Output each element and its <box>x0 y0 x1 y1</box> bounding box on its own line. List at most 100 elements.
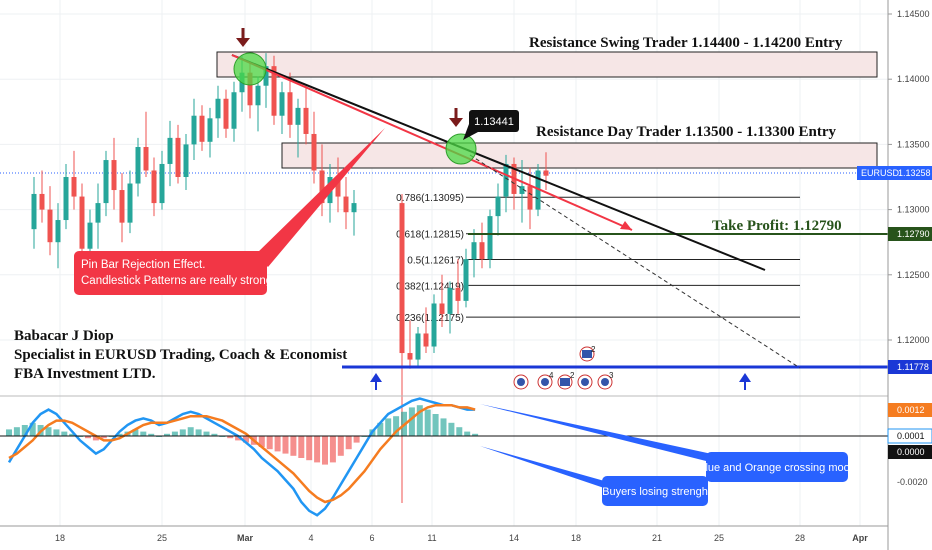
candle-body <box>167 137 173 164</box>
up-arrow-icon <box>370 373 382 390</box>
macd-histogram-bar <box>92 436 99 441</box>
macd-histogram-bar <box>187 427 194 436</box>
current-price-label: 1.13258 <box>898 168 931 178</box>
macd-histogram-bar <box>298 436 305 458</box>
support-tag <box>888 360 932 374</box>
event-badge-count: 2 <box>591 345 596 354</box>
candle-body <box>231 92 237 129</box>
candle-body <box>223 98 229 129</box>
x-tick-label: 14 <box>509 533 519 543</box>
candles <box>31 53 549 503</box>
macd-histogram-bar <box>416 405 423 436</box>
candle-body <box>311 133 317 171</box>
y-tick-label: 1.13500 <box>897 139 930 149</box>
macd-histogram-bar <box>329 436 336 463</box>
grid <box>0 0 888 526</box>
event-icon-core <box>581 378 589 386</box>
macd-histogram-bar <box>393 416 400 436</box>
macd-histogram-bar <box>211 433 218 436</box>
symbol-price-tag <box>857 166 932 180</box>
candle-body <box>255 85 261 106</box>
macd-histogram-bar <box>85 436 91 439</box>
candle-body <box>463 259 469 301</box>
candle-body <box>431 303 437 347</box>
trendline-red <box>231 54 633 231</box>
candle-body <box>127 183 133 223</box>
blue-orange-callout-text: Blue and Orange crossing mood <box>698 462 856 474</box>
candle-body <box>479 242 485 260</box>
candle-body <box>263 66 269 86</box>
fib-label: 0.618(1.12815) <box>396 230 464 241</box>
candle-body <box>159 163 165 204</box>
take-profit-tag-label: 1.12790 <box>897 229 930 239</box>
macd-histogram-bar <box>408 407 415 436</box>
candle-body <box>455 287 461 301</box>
macd-value-label: 0.0012 <box>897 405 925 415</box>
candle-body <box>207 118 213 142</box>
candle-body <box>175 137 181 177</box>
y-tick-label: 1.12500 <box>897 270 930 280</box>
macd-histogram-bar <box>258 436 265 447</box>
macd-histogram-bar <box>116 433 123 436</box>
y-tick-label: 1.12000 <box>897 335 930 345</box>
candle-body <box>87 222 93 249</box>
author-company: FBA Investment LTD. <box>14 366 156 382</box>
candle-body <box>527 186 533 210</box>
macd-histogram-bar <box>29 422 36 436</box>
candle-body <box>535 170 541 210</box>
day-rejection-marker <box>445 133 477 165</box>
macd-histogram-bar <box>440 418 447 436</box>
fib-label: 0.5(1.12617) <box>407 256 464 267</box>
author-name: Babacar J Diop <box>14 328 114 344</box>
candle-body <box>31 193 37 230</box>
macd-panel <box>6 397 479 517</box>
macd-histogram-bar <box>377 422 384 436</box>
candle-body <box>135 147 141 184</box>
macd-histogram-bar <box>53 429 60 436</box>
candle-body <box>279 92 285 116</box>
macd-histogram-bar <box>345 436 352 450</box>
candle-body <box>287 92 293 125</box>
x-tick-label: 25 <box>714 533 724 543</box>
buyers-callout-text: Buyers losing strengh <box>602 486 708 498</box>
macd-line <box>7 397 476 517</box>
price-callout-label: 1.13441 <box>474 116 514 128</box>
macd-histogram-bar <box>195 429 202 436</box>
macd-histogram-bar <box>456 427 463 436</box>
macd-histogram-bar <box>243 436 249 443</box>
candle-body <box>151 170 157 204</box>
macd-histogram-bar <box>322 436 328 465</box>
event-badge-count: 3 <box>609 371 614 380</box>
symbol-label: EURUSD <box>861 168 900 178</box>
time-axis: 18 25 Mar 4 6 11 14 18 21 25 28 Apr <box>55 533 868 543</box>
macd-axis-tick: -0.0020 <box>897 477 928 487</box>
candle-body <box>415 333 421 360</box>
x-tick-label: 11 <box>427 533 436 543</box>
zero-value-tag <box>888 445 932 459</box>
candle-body <box>247 72 253 106</box>
macd-histogram-bar <box>472 433 479 436</box>
macd-histogram-bar <box>100 436 107 439</box>
down-arrow-icon <box>236 28 250 47</box>
macd-histogram-bar <box>171 431 178 436</box>
event-icon-core <box>541 378 549 386</box>
candle-body <box>543 170 549 176</box>
candle-body <box>95 203 101 223</box>
pin-bar-callout-pointer <box>255 128 385 267</box>
macd-histogram-bar <box>61 431 68 436</box>
trendline-black <box>231 54 766 271</box>
candle-body <box>55 220 61 243</box>
pin-bar-text-2: Candlestick Patterns are really strong. <box>81 275 275 287</box>
event-badge-count: 2 <box>570 371 575 380</box>
candle-body <box>439 303 445 314</box>
flag-icon-field <box>560 378 570 386</box>
buyers-callout-pointer <box>480 446 610 490</box>
macd-value-tag <box>888 403 932 417</box>
projection-dashed-line <box>469 154 801 369</box>
candle-body <box>271 66 277 116</box>
signal-value-label: 0.0001 <box>897 431 925 441</box>
event-badges: 2 4 2 3 <box>513 345 614 390</box>
macd-histogram-bar <box>148 433 155 436</box>
take-profit-tag <box>888 227 932 241</box>
